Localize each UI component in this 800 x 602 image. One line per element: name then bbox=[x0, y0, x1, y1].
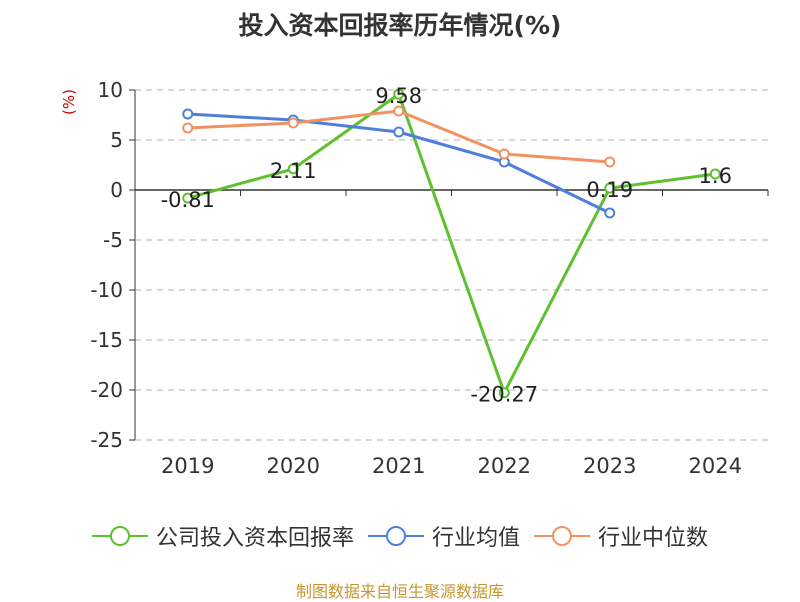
grid-layer bbox=[135, 89, 768, 441]
data-point[interactable] bbox=[182, 192, 194, 204]
data-point[interactable] bbox=[604, 156, 616, 168]
data-label: -20.27 bbox=[470, 383, 538, 407]
legend-item-company[interactable]: 公司投入资本回报率 bbox=[91, 520, 354, 552]
data-label: 0.19 bbox=[586, 178, 633, 202]
data-point[interactable] bbox=[604, 182, 616, 194]
data-point[interactable] bbox=[182, 108, 194, 120]
legend-label-industry-median: 行业中位数 bbox=[598, 526, 709, 551]
data-point[interactable] bbox=[182, 122, 194, 134]
x-tick-label: 2023 bbox=[583, 454, 636, 478]
data-point[interactable] bbox=[393, 105, 405, 117]
y-tick-label: 10 bbox=[98, 78, 123, 102]
legend-item-industry-mean[interactable]: 行业均值 bbox=[367, 520, 520, 552]
legend-item-industry-median[interactable]: 行业中位数 bbox=[534, 520, 708, 552]
legend: 公司投入资本回报率 行业均值 行业中位数 bbox=[0, 520, 800, 552]
y-tick-label: -25 bbox=[90, 428, 123, 452]
data-point[interactable] bbox=[498, 387, 510, 399]
y-tick-label: -5 bbox=[103, 228, 123, 252]
y-tick-label: -20 bbox=[90, 378, 123, 402]
y-tick-label: -10 bbox=[90, 278, 123, 302]
series-layer bbox=[182, 88, 721, 399]
axis-layer: 10 5 0 -5 -10 -15 -20 -25 2019 2020 2021 2022 2023 20… bbox=[90, 78, 769, 478]
y-tick-label: 0 bbox=[110, 178, 123, 202]
data-point[interactable] bbox=[393, 88, 405, 100]
legend-key-industry-mean bbox=[367, 526, 424, 546]
data-label: 2.11 bbox=[270, 159, 317, 183]
data-label: 9.58 bbox=[375, 84, 422, 108]
y-tick-label: 5 bbox=[110, 128, 123, 152]
data-point[interactable] bbox=[709, 168, 721, 180]
data-point[interactable] bbox=[393, 126, 405, 138]
legend-label-industry-mean: 行业均值 bbox=[431, 526, 520, 551]
x-tick-label: 2019 bbox=[161, 454, 214, 478]
x-tick-label: 2020 bbox=[267, 454, 320, 478]
x-tick-label: 2022 bbox=[478, 454, 531, 478]
data-label-layer: -0.81 2.11 9.58 -20.27 0.19 1.6 bbox=[161, 84, 732, 407]
data-point[interactable] bbox=[287, 163, 299, 175]
chart-title: 投入资本回报率历年情况(%) bbox=[238, 11, 562, 40]
legend-label-company: 公司投入资本回报率 bbox=[155, 526, 354, 551]
x-tick-label: 2024 bbox=[689, 454, 742, 478]
data-point[interactable] bbox=[604, 207, 616, 219]
series-line-0 bbox=[187, 92, 716, 395]
data-label: -0.81 bbox=[161, 188, 215, 212]
x-tick-label: 2021 bbox=[372, 454, 425, 478]
legend-key-company bbox=[91, 526, 148, 546]
data-source-note: 制图数据来自恒生聚源数据库 bbox=[295, 582, 504, 601]
data-label: 1.6 bbox=[699, 164, 732, 188]
legend-key-industry-median bbox=[534, 526, 590, 546]
data-point[interactable] bbox=[287, 117, 299, 129]
data-point[interactable] bbox=[498, 148, 510, 160]
y-tick-label: -15 bbox=[90, 328, 123, 352]
